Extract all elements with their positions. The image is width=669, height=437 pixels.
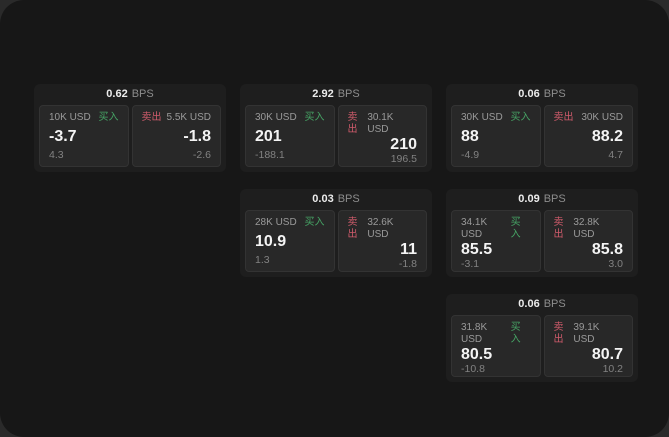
sell-amount: 32.6K USD [367, 217, 394, 240]
sell-quote-panel[interactable]: 卖出 5.5K USD -1.8 -2.6 [131, 105, 221, 167]
bps-unit-label: BPS [543, 88, 566, 100]
sell-secondary-value: -1.8 [398, 258, 417, 270]
quote-column-2: 2.92 BPS 30K USD 买入 201 -188.1 卖出 [240, 84, 432, 277]
quote-card: 0.03 BPS 28K USD 买入 10.9 1.3 卖出 [240, 189, 432, 277]
sell-amount: 39.1K USD [573, 322, 600, 345]
bps-value: 0.06 [518, 298, 540, 310]
buy-secondary-value: 1.3 [255, 254, 270, 266]
bps-value: 0.62 [106, 88, 128, 100]
bps-unit-label: BPS [131, 88, 154, 100]
bps-header: 0.62 BPS [39, 84, 221, 105]
sell-secondary-value: 196.5 [390, 153, 417, 165]
buy-amount: 10K USD [49, 112, 91, 123]
buy-quote-panel[interactable]: 28K USD 买入 10.9 1.3 [245, 210, 335, 272]
sell-price: -1.8 [183, 128, 211, 145]
buy-quote-panel[interactable]: 30K USD 买入 88 -4.9 [451, 105, 541, 167]
buy-side-label: 买入 [98, 112, 119, 123]
buy-secondary-value: 4.3 [49, 149, 64, 161]
quote-panels: 30K USD 买入 88 -4.9 卖出 30K USD 88.2 4.7 [451, 105, 633, 167]
quote-card: 0.06 BPS 31.8K USD 买入 80.5 -10.8 卖 [446, 294, 638, 382]
buy-amount: 30K USD [461, 112, 503, 123]
sell-quote-panel[interactable]: 卖出 30K USD 88.2 4.7 [543, 105, 633, 167]
buy-secondary-value: -188.1 [255, 149, 285, 161]
buy-price: 10.9 [255, 233, 287, 250]
sell-side-label: 卖出 [347, 217, 358, 240]
bps-header: 0.09 BPS [451, 189, 633, 210]
bps-value: 0.03 [312, 193, 334, 205]
sell-price: 85.8 [591, 241, 623, 258]
quote-board: 0.62 BPS 10K USD 买入 -3.7 4.3 卖出 [34, 84, 638, 382]
buy-quote-panel[interactable]: 30K USD 买入 201 -188.1 [245, 105, 335, 167]
sell-side-label: 卖出 [553, 112, 574, 123]
sell-side-label: 卖出 [553, 322, 564, 345]
buy-price: 85.5 [461, 241, 493, 258]
buy-quote-panel[interactable]: 34.1K USD 买入 85.5 -3.1 [451, 210, 541, 272]
buy-amount: 34.1K USD [461, 217, 488, 240]
sell-amount: 32.8K USD [573, 217, 600, 240]
buy-amount: 31.8K USD [461, 322, 488, 345]
quote-panels: 28K USD 买入 10.9 1.3 卖出 32.6K USD 11 -1.8 [245, 210, 427, 272]
sell-price: 88.2 [591, 128, 623, 145]
buy-price: -3.7 [49, 128, 77, 145]
sell-quote-panel[interactable]: 卖出 39.1K USD 80.7 10.2 [543, 315, 633, 377]
quote-card: 0.09 BPS 34.1K USD 买入 85.5 -3.1 卖出 [446, 189, 638, 277]
buy-secondary-value: -4.9 [461, 149, 480, 161]
sell-secondary-value: 4.7 [608, 149, 623, 161]
sell-secondary-value: -2.6 [192, 149, 211, 161]
quote-column-1: 0.62 BPS 10K USD 买入 -3.7 4.3 卖出 [34, 84, 226, 172]
quote-panels: 31.8K USD 买入 80.5 -10.8 卖出 39.1K USD 80.… [451, 315, 633, 377]
sell-amount: 5.5K USD [166, 112, 211, 123]
sell-secondary-value: 10.2 [602, 363, 623, 375]
buy-secondary-value: -10.8 [461, 363, 485, 375]
bps-value: 0.09 [518, 193, 540, 205]
bps-unit-label: BPS [337, 88, 360, 100]
buy-side-label: 买入 [304, 112, 325, 123]
buy-quote-panel[interactable]: 31.8K USD 买入 80.5 -10.8 [451, 315, 541, 377]
buy-side-label: 买入 [510, 112, 531, 123]
quote-panels: 34.1K USD 买入 85.5 -3.1 卖出 32.8K USD 85.8… [451, 210, 633, 272]
quote-column-3: 0.06 BPS 30K USD 买入 88 -4.9 卖出 [446, 84, 638, 382]
buy-side-label: 买入 [510, 322, 521, 345]
sell-secondary-value: 3.0 [608, 258, 623, 270]
buy-side-label: 买入 [510, 217, 521, 240]
sell-side-label: 卖出 [553, 217, 564, 240]
sell-quote-panel[interactable]: 卖出 32.8K USD 85.8 3.0 [543, 210, 633, 272]
buy-quote-panel[interactable]: 10K USD 买入 -3.7 4.3 [39, 105, 129, 167]
bps-value: 0.06 [518, 88, 540, 100]
bps-header: 2.92 BPS [245, 84, 427, 105]
buy-price: 201 [255, 128, 282, 145]
buy-price: 88 [461, 128, 479, 145]
quote-card: 2.92 BPS 30K USD 买入 201 -188.1 卖出 [240, 84, 432, 172]
buy-side-label: 买入 [304, 217, 325, 228]
bps-value: 2.92 [312, 88, 334, 100]
sell-amount: 30.1K USD [367, 112, 394, 135]
sell-quote-panel[interactable]: 卖出 32.6K USD 11 -1.8 [337, 210, 427, 272]
buy-secondary-value: -3.1 [461, 258, 480, 270]
sell-price: 210 [390, 136, 417, 153]
buy-price: 80.5 [461, 346, 493, 363]
sell-price: 80.7 [591, 346, 623, 363]
bps-header: 0.03 BPS [245, 189, 427, 210]
buy-amount: 30K USD [255, 112, 297, 123]
bps-unit-label: BPS [543, 298, 566, 310]
sell-price: 11 [400, 241, 417, 258]
sell-quote-panel[interactable]: 卖出 30.1K USD 210 196.5 [337, 105, 427, 167]
sell-side-label: 卖出 [347, 112, 358, 135]
sell-amount: 30K USD [581, 112, 623, 123]
buy-amount: 28K USD [255, 217, 297, 228]
quote-panels: 30K USD 买入 201 -188.1 卖出 30.1K USD 210 1… [245, 105, 427, 167]
quote-card: 0.06 BPS 30K USD 买入 88 -4.9 卖出 [446, 84, 638, 172]
bps-header: 0.06 BPS [451, 84, 633, 105]
quote-card: 0.62 BPS 10K USD 买入 -3.7 4.3 卖出 [34, 84, 226, 172]
sell-side-label: 卖出 [141, 112, 162, 123]
bps-unit-label: BPS [543, 193, 566, 205]
bps-header: 0.06 BPS [451, 294, 633, 315]
bps-unit-label: BPS [337, 193, 360, 205]
quote-panels: 10K USD 买入 -3.7 4.3 卖出 5.5K USD -1.8 -2.… [39, 105, 221, 167]
